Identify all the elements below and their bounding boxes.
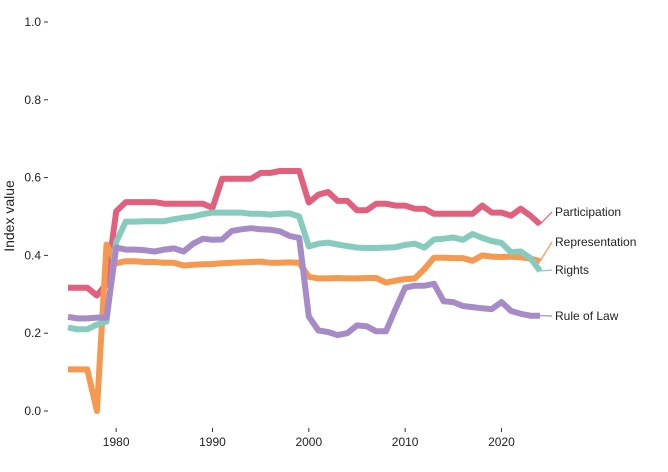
- y-axis-title: Index value: [1, 180, 17, 252]
- x-tick-label: 1980: [103, 435, 130, 449]
- series-label-rule-of-law: Rule of Law: [555, 309, 619, 323]
- series-label-representation: Representation: [555, 235, 636, 249]
- x-tick-label: 2000: [295, 435, 322, 449]
- leader-line-representation: [539, 241, 553, 262]
- leader-line-participation: [539, 211, 553, 225]
- series-lines: [67, 168, 543, 414]
- y-tick-label: 1.0: [24, 15, 41, 29]
- series-label-participation: Participation: [555, 205, 621, 219]
- series-label-rights: Rights: [555, 263, 589, 277]
- series-line-rights: [67, 209, 543, 333]
- x-tick-label: 2010: [392, 435, 419, 449]
- x-tick-label: 2020: [488, 435, 515, 449]
- y-tick-label: 0.4: [24, 248, 41, 262]
- leader-line-rights: [539, 269, 553, 272]
- y-tick-label: 0.8: [24, 93, 41, 107]
- series-line-participation: [68, 168, 543, 299]
- x-tick-label: 1990: [199, 435, 226, 449]
- y-tick-label: 0.6: [24, 171, 41, 185]
- y-tick-label: 0.0: [24, 404, 41, 418]
- y-tick-label: 0.2: [24, 326, 41, 340]
- y-axis: 0.0 0.2 0.4 0.6 0.8 1.0: [24, 15, 48, 418]
- series-labels: Participation Representation Rights Rule of…: [539, 205, 636, 323]
- x-axis: 1980 1990 2000 2010 2020: [103, 428, 515, 449]
- series-line-rule-of-law: [67, 225, 540, 339]
